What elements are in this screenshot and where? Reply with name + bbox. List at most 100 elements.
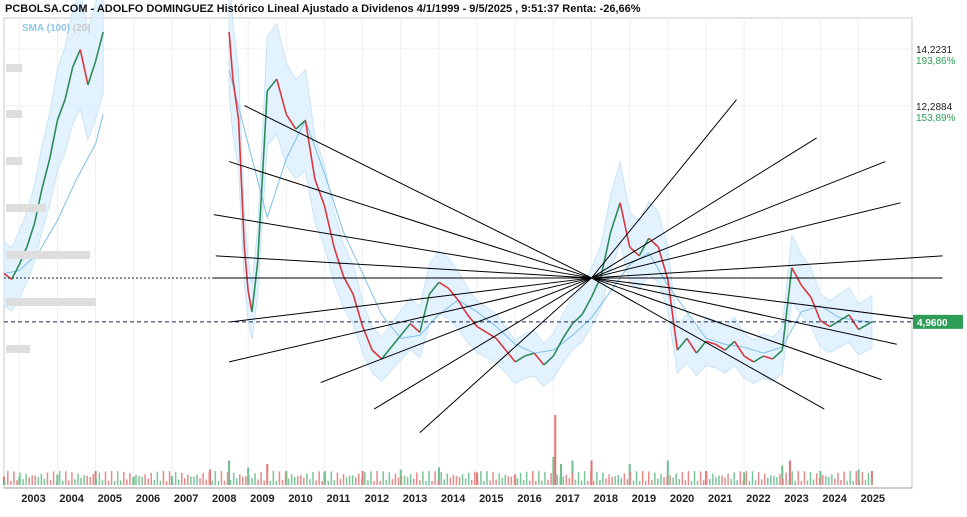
- volume-bar: [19, 472, 21, 485]
- volume-bar: [754, 480, 757, 485]
- x-tick-label-2007: 2007: [174, 493, 198, 505]
- volume-bar: [535, 480, 537, 485]
- volume-bar: [525, 471, 528, 485]
- volume-bar: [492, 471, 494, 485]
- price-segment: [400, 323, 411, 336]
- volume-bar: [864, 479, 867, 485]
- fan-line-18: [591, 277, 882, 381]
- obscured-label-3: [6, 204, 46, 212]
- volume-bar: [61, 480, 64, 485]
- y-pct-label-1: 153,89%: [916, 113, 956, 124]
- price-segment: [342, 276, 354, 295]
- price-segment: [381, 346, 392, 360]
- volume-bar: [16, 480, 18, 485]
- volume-bar: [98, 472, 101, 485]
- price-segment: [314, 178, 326, 207]
- volume-bar: [419, 480, 421, 485]
- volume-bar: [138, 476, 140, 485]
- volume-bar: [309, 479, 311, 485]
- price-segment: [609, 202, 621, 233]
- price-segment: [247, 291, 253, 312]
- fan-line-6: [228, 277, 592, 363]
- volume-bar: [565, 474, 568, 485]
- volume-bar: [632, 480, 635, 485]
- volume-bar: [110, 471, 113, 485]
- price-segment: [228, 31, 234, 80]
- volume-bar: [736, 480, 739, 485]
- volume-bar: [666, 475, 668, 485]
- volume-bar: [416, 472, 418, 485]
- current-price-box: [913, 314, 963, 329]
- fan-lines: [213, 99, 943, 434]
- x-tick-label-2021: 2021: [708, 493, 732, 505]
- volume-bar: [162, 471, 165, 485]
- volume-bar: [590, 471, 592, 485]
- volume-bar: [513, 474, 516, 485]
- price-segment: [733, 340, 745, 357]
- x-tick-label-2016: 2016: [517, 493, 541, 505]
- fan-line-10: [591, 99, 737, 279]
- volume-bar: [617, 474, 619, 485]
- fan-line-14: [591, 255, 943, 279]
- x-tick-label-2009: 2009: [250, 493, 274, 505]
- volume-bar: [170, 475, 173, 485]
- volume-bar: [828, 476, 830, 485]
- volume-bar: [388, 472, 391, 485]
- volume-bar: [209, 469, 212, 485]
- price-segment: [657, 246, 669, 280]
- volume-bar: [141, 476, 143, 485]
- price-segment: [56, 99, 66, 121]
- volume-bar: [556, 474, 558, 485]
- volume-bar: [528, 480, 531, 485]
- price-segment: [447, 287, 459, 301]
- x-tick-label-2013: 2013: [403, 493, 427, 505]
- volume-bar: [300, 475, 302, 485]
- x-tick-label-2015: 2015: [479, 493, 503, 505]
- volume-bar: [721, 475, 723, 485]
- volume-bar: [709, 478, 711, 485]
- volume-bar: [37, 477, 40, 485]
- volume-bar: [504, 474, 507, 485]
- sma-line: [3, 70, 872, 354]
- volume-bar: [156, 471, 159, 485]
- volume-bar: [699, 471, 702, 485]
- price-segment: [562, 323, 574, 339]
- volume-bar: [22, 479, 24, 485]
- volume-bar: [168, 471, 171, 485]
- volume-bar: [290, 474, 293, 485]
- x-tick-label-2014: 2014: [441, 493, 466, 505]
- volume-bar: [562, 476, 565, 485]
- price-segment: [94, 31, 104, 62]
- volume-bar: [68, 480, 70, 485]
- volume-bar: [373, 480, 375, 485]
- volume-bar: [715, 477, 717, 485]
- price-segment: [87, 61, 97, 86]
- volume-bar: [275, 480, 278, 485]
- price-segment: [237, 120, 246, 248]
- price-segment: [705, 340, 716, 346]
- x-tick-label-2006: 2006: [136, 493, 160, 505]
- fan-line-16: [591, 277, 939, 323]
- volume-bar: [211, 480, 214, 485]
- volume-bar: [382, 471, 384, 485]
- price-segment: [495, 337, 507, 351]
- price-segment: [409, 323, 421, 334]
- volume-bar: [217, 480, 220, 485]
- volume-bar: [727, 473, 729, 485]
- volume-bar: [336, 472, 339, 485]
- price-segment: [715, 343, 726, 351]
- volume-bar: [287, 478, 290, 485]
- volume-bar: [434, 471, 436, 485]
- volume-bar: [571, 473, 574, 485]
- price-segment: [64, 67, 74, 100]
- volume-bar: [4, 480, 6, 485]
- plot-frame: [3, 17, 913, 489]
- volume-bar: [107, 480, 110, 485]
- sma-line-segment-1: [228, 70, 872, 354]
- volume-bar: [248, 474, 250, 485]
- price-segment: [438, 281, 449, 289]
- volume-bar: [214, 471, 217, 485]
- volume-bar: [345, 477, 348, 485]
- fan-line-13: [591, 202, 901, 279]
- price-segment: [505, 349, 516, 363]
